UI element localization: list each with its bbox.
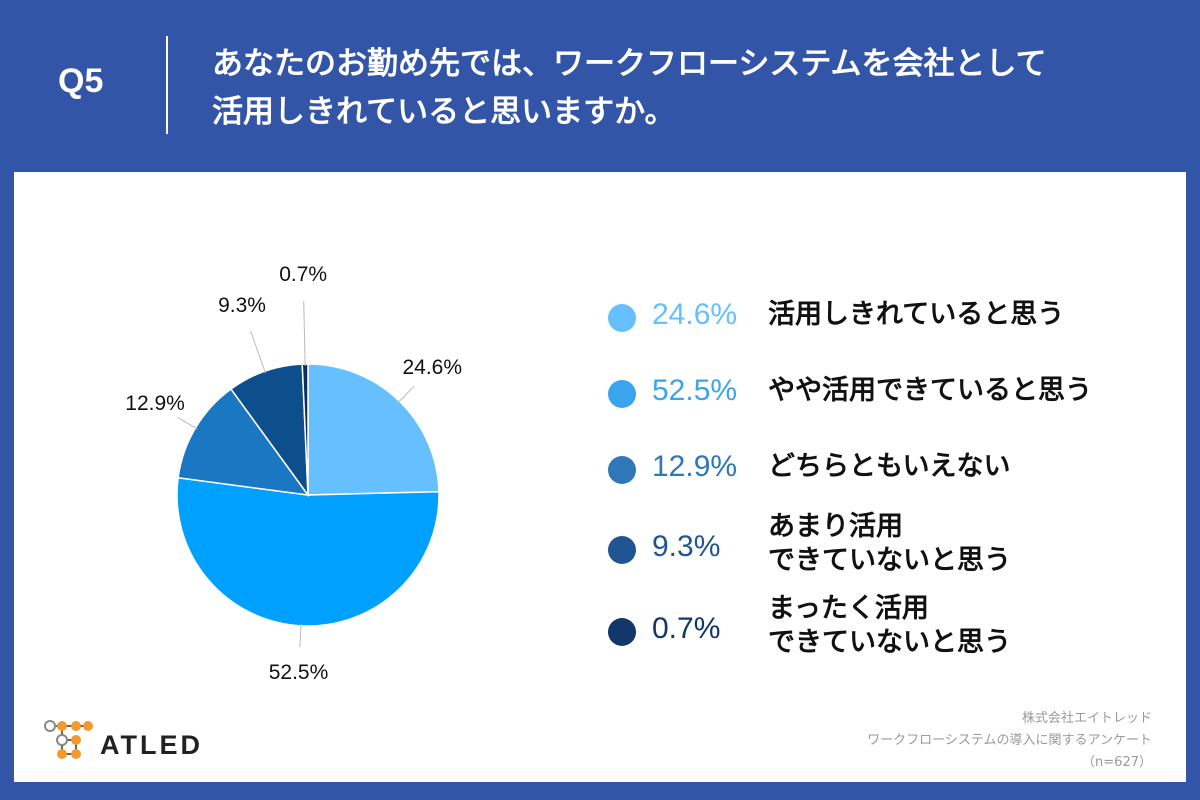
legend-label-line1: 活用しきれていると思う	[768, 299, 1065, 330]
question-line-1: あなたのお勤め先では、ワークフローシステムを会社として	[212, 46, 1047, 82]
source-sample: （n=627）	[1082, 755, 1152, 770]
header-divider	[166, 36, 168, 134]
question-line-2: 活用しきれていると思いますか。	[212, 94, 676, 130]
legend-label: やや活用できていると思う	[768, 374, 1092, 408]
legend-label: まったく活用 できていないと思う	[768, 592, 1011, 660]
pie-slice	[176, 476, 440, 627]
legend-label-line2: できていないと思う	[768, 627, 1011, 658]
pie-leader-line	[303, 301, 306, 367]
pie-slice	[307, 363, 440, 496]
source-note: 株式会社エイトレッド ワークフローシステムの導入に関するアンケート （n=627…	[867, 708, 1152, 774]
pie-leader-line	[397, 385, 415, 403]
legend-dot	[608, 456, 636, 484]
source-survey: ワークフローシステムの導入に関するアンケート	[867, 733, 1152, 748]
question-number: Q5	[58, 62, 104, 100]
pie-value-label: 24.6%	[402, 355, 463, 379]
pie-value-label: 52.5%	[268, 660, 329, 684]
source-company: 株式会社エイトレッド	[1021, 711, 1152, 726]
pie-leader-line	[250, 330, 266, 374]
pie-value-label: 12.9%	[125, 391, 185, 415]
legend-dot	[608, 304, 636, 332]
legend-label-line1: やや活用できていると思う	[768, 375, 1092, 406]
legend-pct: 24.6%	[652, 298, 738, 331]
legend-pct: 9.3%	[652, 530, 721, 563]
legend-pct: 0.7%	[652, 612, 721, 645]
legend-label: あまり活用 できていないと思う	[768, 510, 1011, 578]
legend-dot	[608, 380, 636, 408]
chart-panel: 24.6% 52.5% 12.9% 9.3% 0.7% 24.6% 活用しきれていると思…	[14, 172, 1186, 782]
legend-label-line1: どちらともいえない	[768, 451, 1011, 482]
legend-label: 活用しきれていると思う	[768, 298, 1064, 332]
legend-dot	[608, 618, 636, 646]
header: Q5 あなたのお勤め先では、ワークフローシステムを会社として 活用しきれていると…	[0, 0, 1200, 172]
pie-leader-line	[177, 416, 198, 430]
pie-value-label: 9.3%	[218, 294, 266, 318]
pie-leader-line	[299, 623, 302, 647]
legend-label: どちらともいえない	[768, 450, 1010, 484]
logo-text: ATLED	[100, 730, 203, 760]
pie-value-label: 0.7%	[279, 263, 328, 287]
legend-label-line1: あまり活用	[768, 511, 903, 542]
atled-logo: ATLED	[40, 716, 240, 768]
legend-label-line1: まったく活用	[768, 593, 929, 624]
logo-mark-icon	[44, 720, 93, 759]
legend-label-line2: できていないと思う	[768, 545, 1011, 576]
legend-dot	[608, 536, 636, 564]
question-text: あなたのお勤め先では、ワークフローシステムを会社として 活用しきれていると思いま…	[212, 40, 1172, 136]
legend-pct: 52.5%	[652, 374, 738, 407]
pie-chart	[176, 301, 440, 647]
legend-pct: 12.9%	[652, 450, 738, 483]
